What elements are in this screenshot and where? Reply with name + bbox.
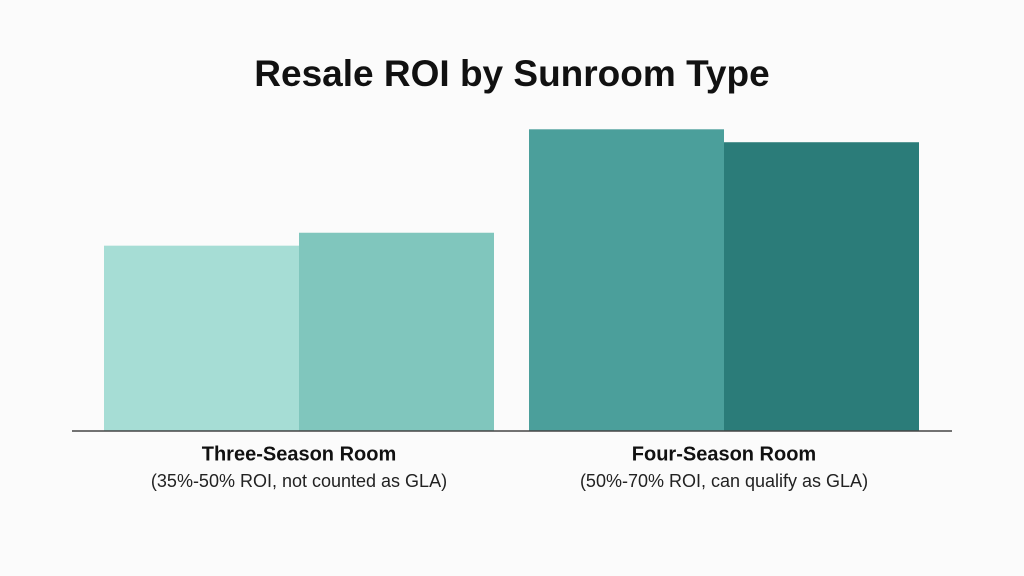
category-label: Four-Season Room: [632, 443, 816, 465]
category-note: (50%-70% ROI, can qualify as GLA): [580, 471, 868, 491]
bar: [104, 245, 299, 431]
category-label: Three-Season Room: [202, 443, 396, 465]
chart-title: Resale ROI by Sunroom Type: [254, 53, 769, 94]
bar: [299, 232, 494, 431]
bar: [724, 142, 919, 432]
category-note: (35%-50% ROI, not counted as GLA): [151, 471, 447, 491]
bar: [529, 129, 724, 432]
